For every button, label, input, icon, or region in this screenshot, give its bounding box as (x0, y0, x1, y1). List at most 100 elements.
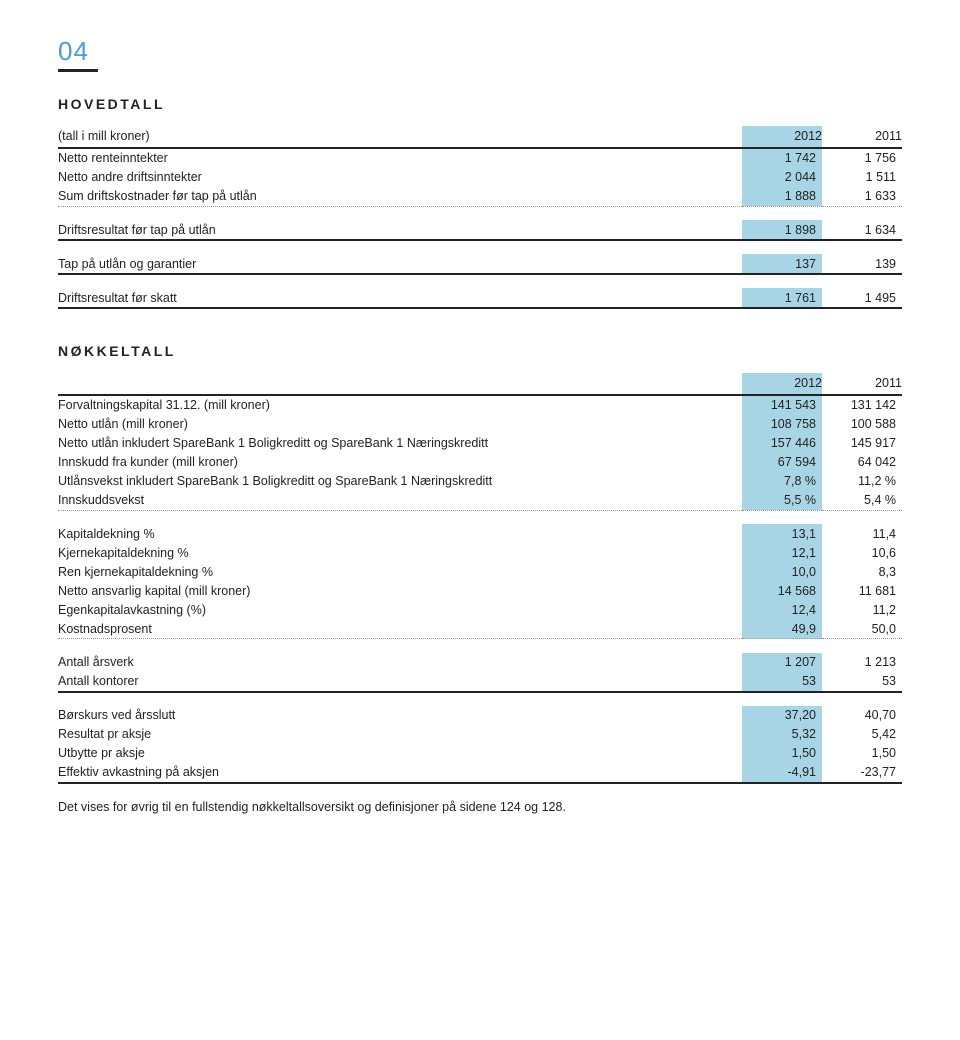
row-label: Netto ansvarlig kapital (mill kroner) (58, 581, 742, 600)
row-value-2012: 141 543 (742, 395, 822, 415)
row-value-2012: 1 761 (742, 288, 822, 308)
row-gap (58, 206, 902, 220)
table-row: Netto utlån inkludert SpareBank 1 Boligk… (58, 434, 902, 453)
row-value-2011: 1 633 (822, 187, 902, 207)
row-gap (58, 692, 902, 706)
row-label: Tap på utlån og garantier (58, 254, 742, 274)
row-value-2011: 11 681 (822, 581, 902, 600)
row-value-2011: 145 917 (822, 434, 902, 453)
table-row: Børskurs ved årsslutt37,2040,70 (58, 706, 902, 725)
row-label: Egenkapitalavkastning (%) (58, 600, 742, 619)
row-label: Netto utlån inkludert SpareBank 1 Boligk… (58, 434, 742, 453)
table-row: Driftsresultat før tap på utlån1 8981 63… (58, 220, 902, 240)
row-value-2012: 49,9 (742, 619, 822, 639)
table-row: Netto ansvarlig kapital (mill kroner)14 … (58, 581, 902, 600)
row-value-2012: 14 568 (742, 581, 822, 600)
row-value-2011: 1 495 (822, 288, 902, 308)
table-row: Tap på utlån og garantier137139 (58, 254, 902, 274)
col-header-2011-b: 2011 (822, 373, 902, 395)
table-row: Innskuddsvekst5,5 %5,4 % (58, 491, 902, 511)
table-row: Antall kontorer5353 (58, 672, 902, 692)
row-value-2011: 50,0 (822, 619, 902, 639)
row-value-2011: 11,4 (822, 524, 902, 543)
row-value-2011: 5,4 % (822, 491, 902, 511)
table-row: Driftsresultat før skatt1 7611 495 (58, 288, 902, 308)
col-header-2012: 2012 (742, 126, 822, 148)
row-value-2012: 1 888 (742, 187, 822, 207)
row-value-2011: 1 511 (822, 168, 902, 187)
row-label: Utbytte pr aksje (58, 744, 742, 763)
row-value-2011: 8,3 (822, 562, 902, 581)
table-row: Netto utlån (mill kroner)108 758100 588 (58, 415, 902, 434)
table-row: Ren kjernekapitaldekning %10,08,3 (58, 562, 902, 581)
row-label: Kjernekapitaldekning % (58, 543, 742, 562)
col-header-2012-b: 2012 (742, 373, 822, 395)
section-hovedtall-title: HOVEDTALL (58, 96, 902, 112)
row-label: Netto utlån (mill kroner) (58, 415, 742, 434)
table-row: Netto renteinntekter1 7421 756 (58, 148, 902, 168)
table-row: Forvaltningskapital 31.12. (mill kroner)… (58, 395, 902, 415)
table-row: Utbytte pr aksje1,501,50 (58, 744, 902, 763)
table-row: Utlånsvekst inkludert SpareBank 1 Boligk… (58, 472, 902, 491)
row-label: Innskuddsvekst (58, 491, 742, 511)
row-value-2011: 64 042 (822, 453, 902, 472)
row-value-2011: 131 142 (822, 395, 902, 415)
row-value-2011: 1,50 (822, 744, 902, 763)
row-label: Driftsresultat før tap på utlån (58, 220, 742, 240)
row-value-2011: 5,42 (822, 725, 902, 744)
row-label: Ren kjernekapitaldekning % (58, 562, 742, 581)
row-gap (58, 240, 902, 254)
row-value-2011: 10,6 (822, 543, 902, 562)
row-value-2011: 11,2 (822, 600, 902, 619)
row-label: Børskurs ved årsslutt (58, 706, 742, 725)
row-value-2012: 1 898 (742, 220, 822, 240)
row-value-2011: 11,2 % (822, 472, 902, 491)
row-value-2012: 5,32 (742, 725, 822, 744)
row-value-2012: 13,1 (742, 524, 822, 543)
row-label: Netto renteinntekter (58, 148, 742, 168)
row-label: Sum driftskostnader før tap på utlån (58, 187, 742, 207)
table-row: Effektiv avkastning på aksjen-4,91-23,77 (58, 763, 902, 783)
row-value-2012: 1 207 (742, 653, 822, 672)
row-value-2011: 100 588 (822, 415, 902, 434)
page-number: 04 (58, 36, 902, 67)
row-value-2011: 1 756 (822, 148, 902, 168)
row-label: Antall årsverk (58, 653, 742, 672)
row-label: Innskudd fra kunder (mill kroner) (58, 453, 742, 472)
row-value-2012: 7,8 % (742, 472, 822, 491)
row-value-2012: -4,91 (742, 763, 822, 783)
footer-note: Det vises for øvrig til en fullstendig n… (58, 800, 902, 814)
row-gap (58, 639, 902, 653)
row-value-2012: 10,0 (742, 562, 822, 581)
row-value-2011: 40,70 (822, 706, 902, 725)
row-value-2011: 53 (822, 672, 902, 692)
row-value-2012: 1,50 (742, 744, 822, 763)
table-row: Kostnadsprosent49,950,0 (58, 619, 902, 639)
nokkeltall-empty-header (58, 373, 742, 395)
row-value-2012: 12,1 (742, 543, 822, 562)
row-gap (58, 274, 902, 288)
hovedtall-subtitle: (tall i mill kroner) (58, 126, 742, 148)
row-value-2012: 137 (742, 254, 822, 274)
row-label: Effektiv avkastning på aksjen (58, 763, 742, 783)
row-label: Driftsresultat før skatt (58, 288, 742, 308)
row-label: Netto andre driftsinntekter (58, 168, 742, 187)
col-header-2011: 2011 (822, 126, 902, 148)
row-value-2011: 139 (822, 254, 902, 274)
row-label: Forvaltningskapital 31.12. (mill kroner) (58, 395, 742, 415)
table-row: Kjernekapitaldekning %12,110,6 (58, 543, 902, 562)
row-label: Utlånsvekst inkludert SpareBank 1 Boligk… (58, 472, 742, 491)
table-row: Sum driftskostnader før tap på utlån1 88… (58, 187, 902, 207)
row-label: Resultat pr aksje (58, 725, 742, 744)
row-value-2012: 67 594 (742, 453, 822, 472)
hovedtall-table: (tall i mill kroner) 2012 2011 Netto ren… (58, 126, 902, 309)
row-value-2011: 1 213 (822, 653, 902, 672)
table-row: Egenkapitalavkastning (%)12,411,2 (58, 600, 902, 619)
row-gap (58, 510, 902, 524)
page-number-underline (58, 69, 98, 72)
nokkeltall-table: 2012 2011 Forvaltningskapital 31.12. (mi… (58, 373, 902, 784)
row-value-2012: 37,20 (742, 706, 822, 725)
row-value-2012: 12,4 (742, 600, 822, 619)
table-row: Innskudd fra kunder (mill kroner)67 5946… (58, 453, 902, 472)
table-row: Antall årsverk1 2071 213 (58, 653, 902, 672)
